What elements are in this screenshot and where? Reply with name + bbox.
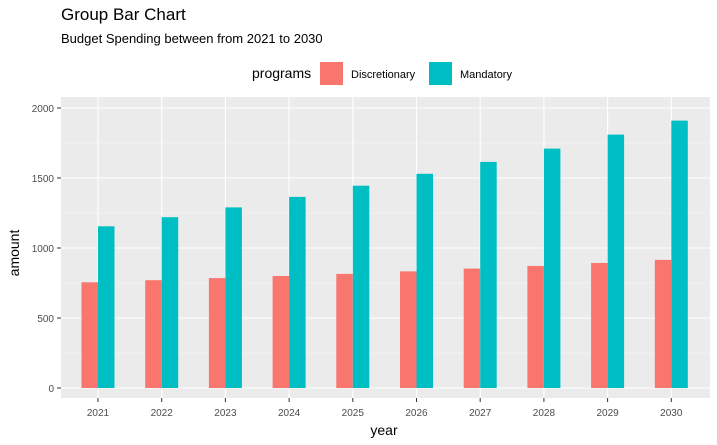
bar-mandatory-2027 (480, 161, 497, 388)
x-tick-label: 2027 (469, 408, 492, 419)
legend-label-mandatory: Mandatory (460, 69, 512, 81)
x-tick-label: 2021 (87, 408, 110, 419)
x-tick-label: 2024 (278, 408, 301, 419)
y-tick-label: 2000 (32, 104, 55, 115)
bar-discretionary-2026 (400, 271, 417, 388)
chart-subtitle: Budget Spending between from 2021 to 203… (61, 31, 323, 46)
bar-mandatory-2028 (543, 148, 561, 388)
x-tick-label: 2030 (660, 408, 683, 419)
y-tick-label: 500 (37, 314, 54, 325)
bar-discretionary-2021 (81, 282, 98, 388)
bar-mandatory-2025 (352, 185, 370, 388)
legend: programs Discretionary Mandatory (252, 62, 512, 85)
bar-mandatory-2030 (671, 120, 688, 388)
y-tick-label: 0 (48, 384, 54, 395)
y-tick-label: 1000 (32, 244, 55, 255)
x-tick-label: 2023 (214, 408, 237, 419)
x-tick-label: 2025 (342, 408, 365, 419)
bar-discretionary-2027 (463, 268, 481, 388)
bar-discretionary-2025 (336, 273, 353, 388)
plot-panel (61, 97, 710, 398)
bars (81, 120, 688, 388)
bar-discretionary-2022 (145, 280, 162, 388)
bar-mandatory-2022 (161, 217, 179, 388)
chart-title: Group Bar Chart (61, 5, 186, 24)
x-tick-label: 2028 (533, 408, 556, 419)
legend-title: programs (252, 65, 311, 81)
x-axis-title: year (370, 422, 398, 438)
bar-discretionary-2023 (208, 278, 226, 388)
y-tick-label: 1500 (32, 174, 55, 185)
legend-swatch-discretionary (320, 62, 343, 85)
bar-discretionary-2028 (527, 265, 544, 388)
x-tick-label: 2029 (596, 408, 619, 419)
x-tick-label: 2026 (405, 408, 428, 419)
bar-mandatory-2023 (225, 207, 242, 388)
bar-discretionary-2024 (272, 276, 290, 388)
bar-mandatory-2026 (416, 173, 433, 388)
bar-discretionary-2029 (591, 262, 608, 388)
y-axis-title: amount (6, 230, 22, 277)
bar-mandatory-2024 (289, 196, 306, 388)
legend-label-discretionary: Discretionary (351, 69, 416, 81)
bar-discretionary-2030 (654, 259, 672, 388)
bar-mandatory-2029 (607, 134, 625, 388)
legend-swatch-mandatory (429, 62, 452, 85)
bar-mandatory-2021 (98, 226, 115, 388)
x-tick-label: 2022 (151, 408, 174, 419)
